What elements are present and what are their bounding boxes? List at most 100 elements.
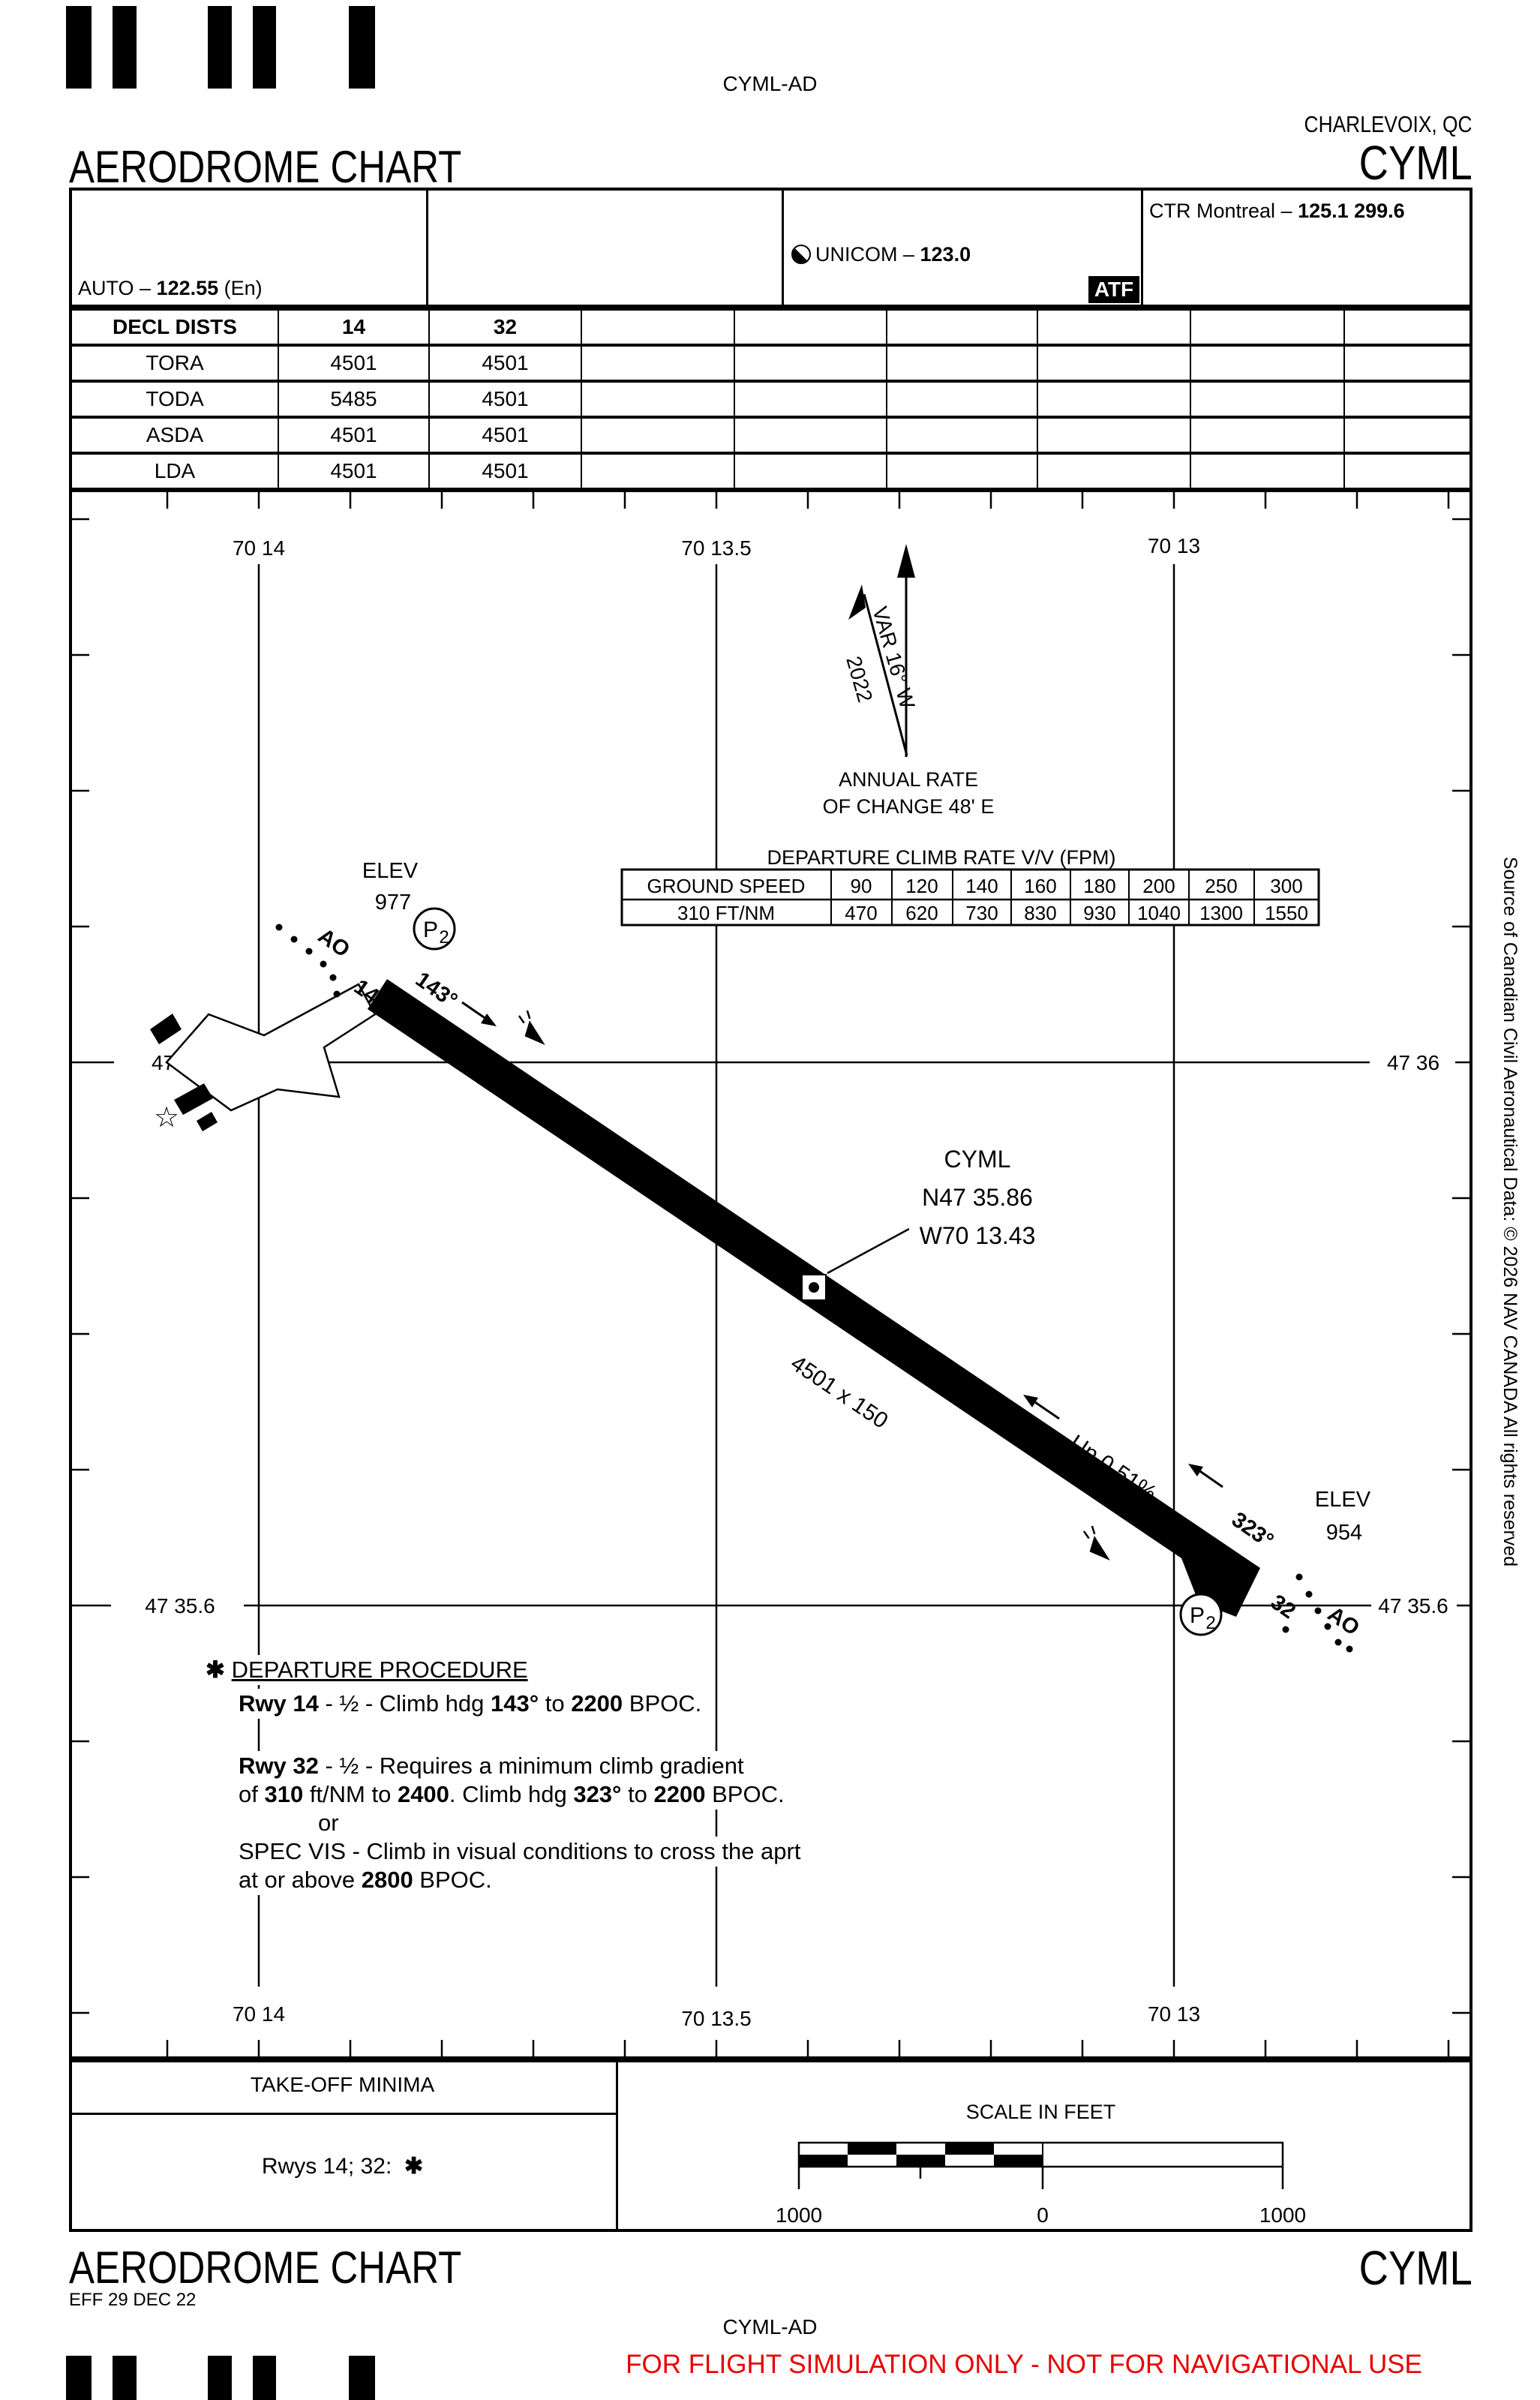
svg-text:830: 830 xyxy=(1024,902,1056,924)
decl-header-32: 32 xyxy=(428,308,581,345)
lon-label-bottom: 70 13.5 xyxy=(681,2007,751,2030)
heading-323-label: 323° xyxy=(1227,1508,1277,1554)
asterisk-icon: ✱ xyxy=(206,1657,225,1683)
slope-arrowhead-icon xyxy=(1023,1395,1038,1407)
scale-bar: 1000 0 1000 xyxy=(776,2141,1306,2227)
var-year: 2022 xyxy=(842,653,877,704)
declared-distances-table: DECL DISTS 14 32 TORA 4501 4501 TODA 548… xyxy=(69,308,1472,491)
takeoff-minima-rwys: Rwys 14; 32: ✱ xyxy=(261,2154,424,2179)
decl-header: DECL DISTS xyxy=(71,308,278,345)
svg-text:2: 2 xyxy=(1205,1613,1215,1633)
row-label: TODA xyxy=(71,380,278,417)
unicom-cell: UNICOM – 123.0 ATF xyxy=(782,191,1141,305)
barcode-bar xyxy=(66,6,92,89)
scale-zero-label: 0 xyxy=(1037,2203,1049,2227)
ao-label-32: AO xyxy=(1323,1603,1364,1641)
scale-right-label: 1000 xyxy=(1259,2203,1306,2227)
barcode-bar xyxy=(113,2356,137,2400)
svg-text:200: 200 xyxy=(1142,875,1175,897)
svg-text:930: 930 xyxy=(1083,902,1115,924)
p2-symbol-14: P 2 xyxy=(413,907,456,951)
svg-text:P: P xyxy=(423,918,438,942)
barcode-bar xyxy=(66,2356,92,2400)
barcode-bar xyxy=(113,6,137,89)
ao-dots-14 xyxy=(275,924,341,998)
svg-text:250: 250 xyxy=(1205,875,1237,897)
barcode-bar xyxy=(208,6,232,89)
parallel-lines xyxy=(71,1061,1470,1607)
climb-table-title: DEPARTURE CLIMB RATE V/V (FPM) xyxy=(767,846,1115,869)
empty-frequency-cell xyxy=(426,191,782,305)
lon-label-bottom: 70 14 xyxy=(233,2002,285,2026)
arp-longitude: W70 13.43 xyxy=(920,1222,1036,1249)
barcode-bar xyxy=(349,2356,375,2400)
frequency-panel: AUTO – 122.55 (En) UNICOM – 123.0 ATF CT… xyxy=(69,188,1472,308)
rwy32-procedure-line2: of 310 ft/NM to 2400. Climb hdg 323° to … xyxy=(206,1780,791,1810)
elev-label-32: ELEV xyxy=(1315,1488,1371,1512)
variation-diagram: VAR 16° W 2022 ANNUAL RATE OF CHANGE 48'… xyxy=(823,544,995,818)
table-row: TODA 5485 4501 xyxy=(71,380,1471,417)
svg-text:1550: 1550 xyxy=(1265,902,1308,924)
auto-frequency-cell: AUTO – 122.55 (En) xyxy=(72,191,426,305)
building xyxy=(174,1083,213,1115)
arp-leader-line xyxy=(827,1227,910,1275)
building xyxy=(197,1112,218,1131)
table-row: LDA 4501 4501 xyxy=(71,452,1471,489)
airport-name: CYML xyxy=(944,1146,1011,1173)
barcode-bar xyxy=(253,6,276,89)
barcode-bar xyxy=(208,2356,232,2400)
heading-143-arrowhead-icon xyxy=(481,1014,497,1026)
ctr-cell: CTR Montreal – 125.1 299.6 xyxy=(1141,191,1469,305)
svg-text:160: 160 xyxy=(1024,875,1056,897)
unicom-frequency: UNICOM – 123.0 xyxy=(815,243,971,266)
svg-text:310 FT/NM: 310 FT/NM xyxy=(677,902,775,924)
svg-text:P: P xyxy=(1190,1603,1205,1628)
runway-32-label: 32 xyxy=(1266,1590,1300,1624)
scale-title: SCALE IN FEET xyxy=(965,2101,1116,2123)
heading-arrows xyxy=(461,1001,1223,1488)
decl-header-14: 14 xyxy=(278,308,429,345)
ao-dots-32 xyxy=(1282,1573,1353,1653)
ctr-frequency: CTR Montreal – 125.1 299.6 xyxy=(1149,200,1405,222)
true-north-arrowhead-icon xyxy=(897,544,915,578)
annual-rate-line2: OF CHANGE 48' E xyxy=(823,795,995,818)
copyright-notice: Source of Canadian Civil Aeronautical Da… xyxy=(1499,857,1520,1566)
table-row: ASDA 4501 4501 xyxy=(71,416,1471,453)
auto-frequency: AUTO – 122.55 (En) xyxy=(78,277,263,299)
map-frame xyxy=(69,489,1472,2059)
svg-text:140: 140 xyxy=(965,875,998,897)
svg-text:90: 90 xyxy=(851,875,872,897)
longitude-ticks xyxy=(166,491,1450,2057)
svg-text:1040: 1040 xyxy=(1137,902,1181,924)
p2-symbol-32: P 2 xyxy=(1179,1593,1223,1636)
barcode-bar xyxy=(349,6,375,89)
effective-date: EFF 29 DEC 22 xyxy=(69,2290,197,2310)
spec-vis-procedure-line2: at or above 2800 BPOC. xyxy=(206,1865,498,1895)
departure-procedure-heading: ✱ DEPARTURE PROCEDURE xyxy=(206,1655,534,1685)
rwy32-procedure-line1: Rwy 32 - ½ - Requires a minimum climb gr… xyxy=(206,1751,750,1781)
apron-taxiway-outline xyxy=(165,983,377,1112)
airport-buildings xyxy=(150,1014,218,1131)
scale-left-label: 1000 xyxy=(776,2203,822,2227)
barcode-bar xyxy=(253,2356,276,2400)
spec-vis-procedure-line1: SPEC VIS - Climb in visual conditions to… xyxy=(206,1837,807,1867)
runway-dimensions-label: 4501 x 150 xyxy=(786,1350,893,1433)
heading-323-arrowhead-icon xyxy=(1188,1464,1203,1476)
row-label: LDA xyxy=(71,452,278,489)
lon-label-top: 70 13.5 xyxy=(681,536,751,560)
simulation-warning: FOR FLIGHT SIMULATION ONLY - NOT FOR NAV… xyxy=(626,2350,1422,2379)
magnetic-north-half-arrowhead-icon xyxy=(848,584,866,620)
table-row: TORA 4501 4501 xyxy=(71,344,1471,381)
location-title: CHARLEVOIX, QC xyxy=(1304,111,1472,137)
airport-reference-block: CYML N47 35.86 W70 13.43 xyxy=(920,1146,1036,1249)
elev-value-14: 977 xyxy=(375,891,411,915)
footer-icao: CYML xyxy=(1358,2241,1472,2295)
magnetic-north-arrow xyxy=(863,593,908,756)
arp-latitude: N47 35.86 xyxy=(922,1184,1033,1211)
svg-text:GROUND SPEED: GROUND SPEED xyxy=(647,875,806,897)
climb-rate-table: DEPARTURE CLIMB RATE V/V (FPM) GROUND SP… xyxy=(620,846,1320,927)
wind-indicator-icon xyxy=(1082,1525,1110,1561)
row-label: ASDA xyxy=(71,416,278,453)
svg-text:620: 620 xyxy=(905,902,938,924)
svg-text:1300: 1300 xyxy=(1199,902,1243,924)
